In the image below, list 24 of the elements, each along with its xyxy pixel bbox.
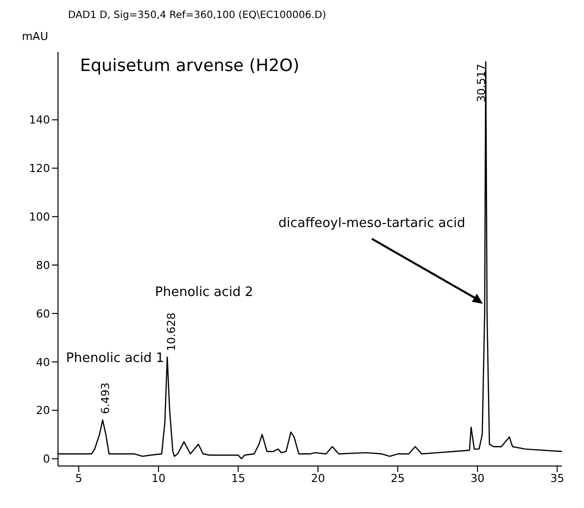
x-tick-label: 10	[151, 472, 166, 485]
annotation: Phenolic acid 2	[155, 285, 254, 300]
y-tick-label: 40	[36, 356, 50, 369]
annotation: dicaffeoyl-meso-tartaric acid	[278, 216, 466, 231]
x-tick-label: 25	[390, 472, 405, 485]
y-tick-label: 140	[29, 114, 50, 127]
y-tick-label: 60	[36, 307, 50, 320]
y-tick-label: 100	[29, 210, 50, 224]
x-tick-label: 30	[470, 472, 484, 485]
chart-subtitle: DAD1 D, Sig=350,4 Ref=360,100 (EQ\EC100006.D)	[67, 9, 328, 23]
annotation: 6.493	[99, 382, 112, 414]
annotation: Phenolic acid 1	[66, 351, 164, 366]
x-tick-label: 35	[550, 472, 564, 485]
y-tick-label: 20	[36, 404, 50, 418]
y-tick-label: 0	[43, 452, 50, 466]
x-tick-label: 5	[75, 472, 82, 485]
annotation: 10.628	[164, 312, 178, 352]
x-tick-label: 20	[310, 472, 325, 485]
y-axis-title: mAU	[22, 30, 48, 43]
annotation: 30.517	[475, 64, 488, 102]
chart-title: Equisetum arvense (H2O)	[80, 56, 300, 76]
y-tick-label: 120	[29, 162, 50, 176]
y-tick-label: 80	[36, 258, 50, 272]
x-tick-label: 15	[231, 472, 246, 485]
